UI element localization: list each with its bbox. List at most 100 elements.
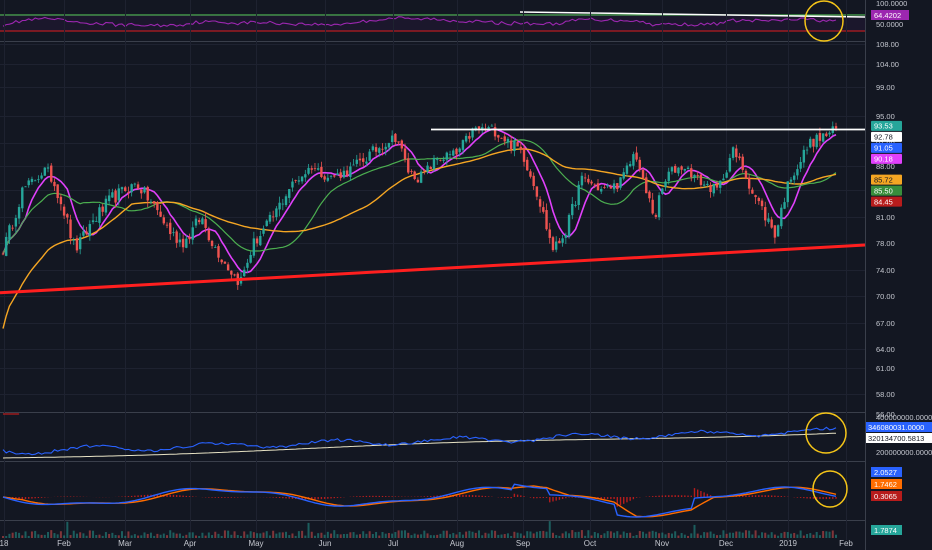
- volume-bar: [66, 521, 69, 538]
- candle-body: [461, 140, 465, 150]
- volume-bar: [725, 533, 728, 538]
- volume-bar: [568, 533, 571, 538]
- candle-body: [342, 170, 346, 178]
- candle-body: [445, 152, 449, 160]
- volume-value-tag: 320134700.5813: [866, 433, 932, 443]
- volume-bar: [355, 534, 358, 538]
- volume-bar: [687, 535, 690, 538]
- volume-value-tag: 1.7874: [871, 525, 902, 535]
- candle-body: [197, 220, 201, 223]
- price-tag-label: 93.53: [874, 122, 893, 131]
- svg-text:1.7874: 1.7874: [874, 526, 897, 535]
- volume-bar: [172, 532, 175, 538]
- volume-bar: [539, 531, 542, 538]
- candle-body: [223, 261, 227, 264]
- volume-bar: [323, 534, 326, 538]
- volume-bar: [259, 533, 262, 538]
- volume-bar: [632, 535, 635, 538]
- candle-body: [722, 178, 725, 181]
- svg-text:346080031.0000: 346080031.0000: [868, 423, 924, 432]
- volume-bar: [796, 534, 799, 538]
- volume-bar: [156, 533, 159, 538]
- candle-body: [329, 175, 333, 177]
- candle-body: [400, 140, 404, 149]
- volume-bar: [262, 532, 265, 538]
- candle-body: [680, 166, 683, 170]
- volume-bar: [767, 534, 770, 538]
- volume-bar: [770, 532, 773, 538]
- moving-average-line: [2, 148, 837, 329]
- candle-body: [825, 133, 828, 137]
- volume-bar: [815, 531, 818, 538]
- rsi-band: [0, 15, 865, 31]
- candle-body: [117, 188, 120, 201]
- macd-panel: 2.0527 1.7462 0.3065: [2, 467, 902, 518]
- candle-body: [262, 228, 265, 234]
- candle-body: [82, 231, 85, 236]
- volume-bar: [529, 531, 532, 538]
- volume-bar: [400, 530, 403, 538]
- price-tag: 90.18: [871, 153, 902, 164]
- price-tick-label: 78.00: [876, 239, 895, 248]
- candle-body: [124, 187, 127, 191]
- volume-bar: [246, 534, 249, 538]
- candle-body: [564, 234, 568, 238]
- candle-body: [654, 215, 658, 217]
- volume-bar: [243, 531, 246, 538]
- candle-body: [156, 202, 159, 211]
- volume-bar: [648, 531, 651, 538]
- candle-body: [661, 188, 664, 194]
- candle-body: [59, 196, 63, 205]
- volume-bar: [455, 534, 458, 538]
- rsi-trendline[interactable]: [519, 11, 866, 18]
- volume-bar: [680, 533, 683, 538]
- volume-bar: [140, 535, 143, 538]
- candle-body: [416, 179, 420, 183]
- volume-bar: [764, 532, 767, 538]
- volume-bar: [474, 532, 477, 538]
- volume-bar: [317, 533, 320, 538]
- price-tick-label: 56.00: [876, 410, 895, 419]
- candle-body: [783, 202, 786, 209]
- volume-bar: [146, 533, 149, 538]
- candle-body: [574, 204, 577, 206]
- time-axis[interactable]: 18 Feb Mar Apr May Jun Jul Aug Sep Oct Nov Dec 2019 F…: [0, 539, 853, 548]
- volume-bar: [693, 524, 696, 538]
- volume-bar: [555, 535, 558, 538]
- candle-body: [362, 158, 365, 162]
- candle-body: [770, 219, 773, 228]
- candle-body: [709, 185, 712, 192]
- candle-body: [214, 247, 217, 248]
- candle-body: [413, 171, 416, 180]
- volume-bar: [629, 532, 632, 538]
- candle-body: [458, 148, 461, 153]
- candle-body: [397, 141, 400, 143]
- candle-body: [587, 178, 590, 183]
- volume-bar: [121, 531, 123, 538]
- volume-bar: [278, 532, 281, 538]
- volume-bar: [513, 531, 516, 538]
- candle-body: [284, 196, 288, 206]
- candle-body: [744, 170, 748, 179]
- volume-bar: [690, 533, 693, 538]
- volume-bar: [320, 532, 323, 538]
- price-tag-label: 90.18: [874, 155, 893, 164]
- candle-body: [300, 176, 304, 182]
- candle-body: [175, 231, 178, 243]
- volume-bar: [490, 530, 493, 538]
- candle-body: [796, 169, 799, 176]
- highlight-circle: [805, 412, 847, 454]
- volume-bar: [30, 531, 33, 538]
- rsi-value-tag: 64.4202: [871, 10, 909, 20]
- volume-bar: [654, 531, 657, 538]
- macd-line: [2, 483, 837, 518]
- candle-body: [834, 126, 838, 129]
- candle-body: [503, 136, 506, 142]
- support-trendline[interactable]: [0, 243, 866, 295]
- volume-bar: [220, 535, 223, 538]
- volume-bar: [426, 533, 429, 538]
- volume-bar: [391, 533, 394, 538]
- volume-bar: [783, 531, 786, 538]
- volume-bar: [468, 530, 471, 538]
